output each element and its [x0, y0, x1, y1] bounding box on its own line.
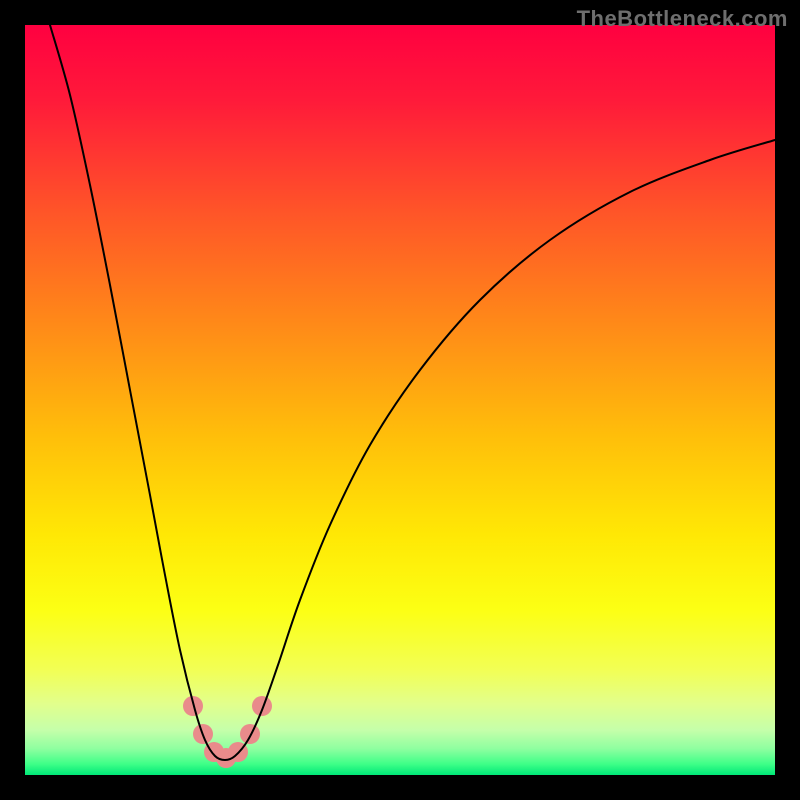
watermark-text: TheBottleneck.com	[577, 6, 788, 32]
dip-marker	[240, 724, 260, 744]
plot-background	[25, 25, 775, 775]
bottleneck-chart	[0, 0, 800, 800]
dip-marker	[252, 696, 272, 716]
